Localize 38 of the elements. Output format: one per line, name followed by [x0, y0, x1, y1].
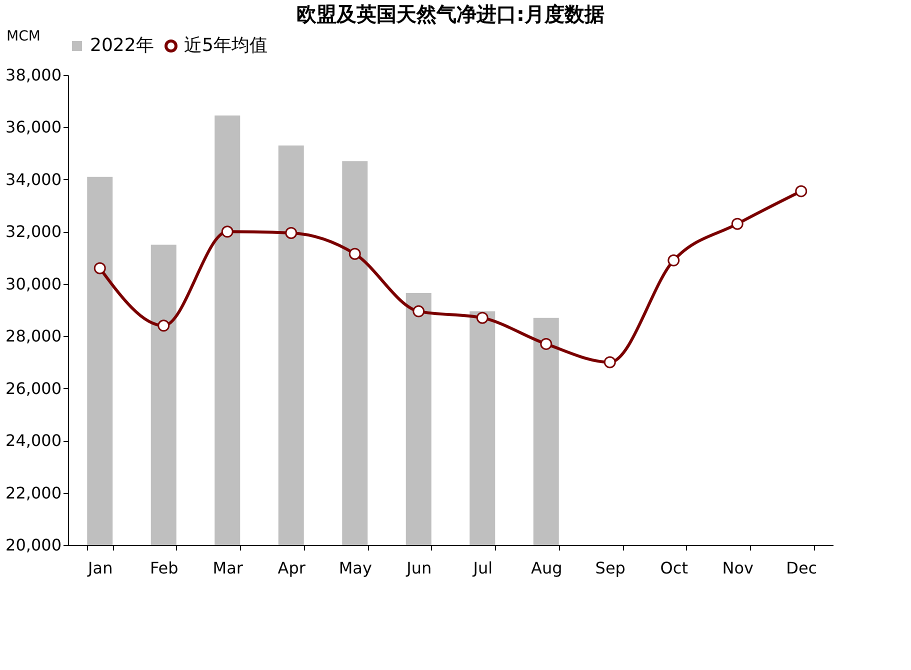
x-tick-label: Aug: [531, 558, 562, 578]
point: [285, 226, 298, 239]
y-tick-label: 36,000: [6, 118, 62, 137]
y-tick-label: 30,000: [6, 274, 62, 294]
x-tick-label: May: [338, 558, 372, 578]
chart-title: 欧盟及英国天然气净进口:月度数据: [296, 2, 604, 26]
y-tick-label: 32,000: [6, 222, 62, 242]
x-tick-label: Jul: [472, 558, 493, 578]
point: [540, 338, 552, 350]
point: [476, 312, 488, 324]
x-tick-label: Nov: [722, 558, 754, 578]
y-tick-label: 24,000: [6, 431, 62, 450]
point: [348, 248, 361, 260]
x-tick-label: Dec: [786, 558, 818, 578]
point: [158, 320, 170, 332]
y-tick-label: 34,000: [6, 170, 62, 189]
x-tick-label: Apr: [278, 558, 306, 578]
y-tick-label: 26,000: [6, 378, 62, 398]
x-tick-label: Sep: [595, 558, 626, 578]
point: [795, 185, 808, 198]
x-tick-label: Jun: [406, 558, 432, 578]
y-tick-label: 38,000: [6, 66, 62, 84]
legend-label: 2022年: [90, 35, 154, 56]
y-tick-label: 22,000: [6, 483, 62, 502]
y-tick-label: 28,000: [6, 326, 62, 346]
legend-label: 近5年均值: [184, 35, 268, 56]
point: [731, 218, 744, 230]
x-tick-label: Jan: [87, 558, 113, 578]
point: [221, 226, 234, 238]
point: [412, 305, 425, 318]
x-tick-label: Feb: [150, 558, 178, 578]
x-tick-label: Mar: [212, 558, 244, 578]
point: [668, 254, 680, 266]
x-tick-label: Oct: [660, 558, 688, 578]
y-tick-label: 20,000: [6, 536, 62, 554]
point: [604, 356, 616, 368]
point: [94, 262, 106, 274]
y-axis-title: MCM: [6, 28, 40, 44]
